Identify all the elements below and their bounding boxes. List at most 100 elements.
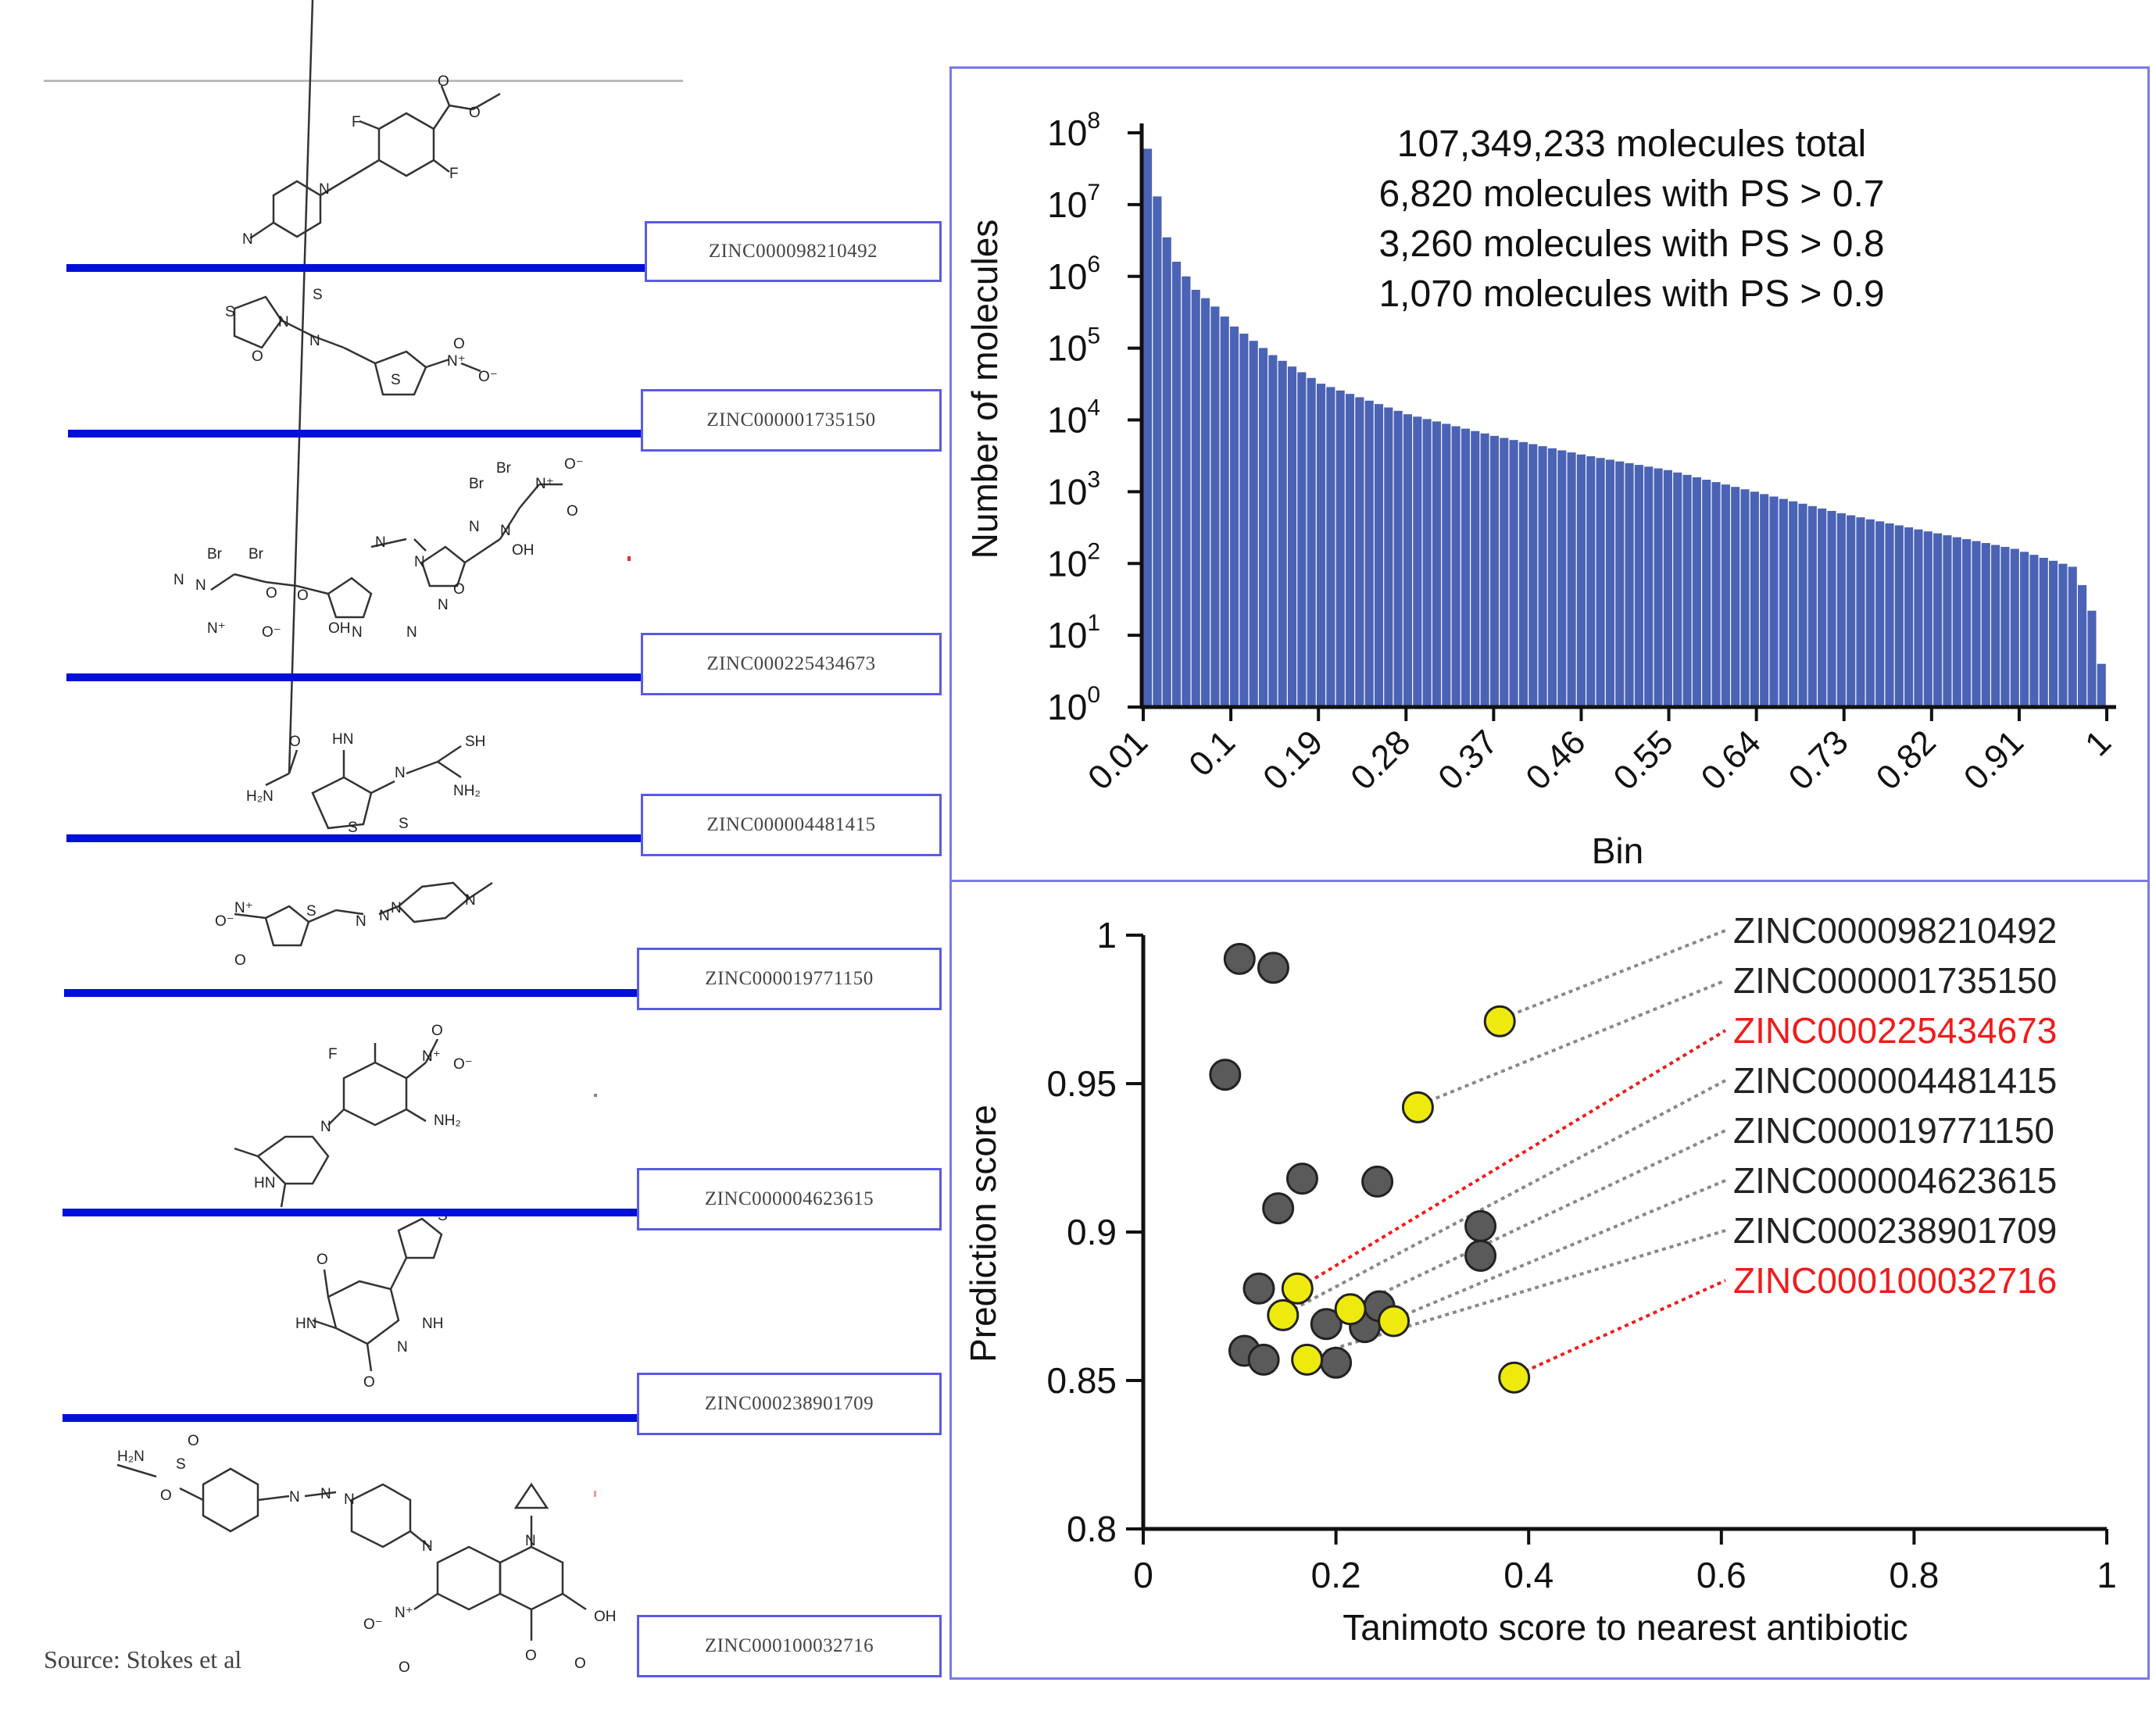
histogram-bar: [2049, 560, 2058, 707]
atom-label: O: [438, 73, 449, 90]
histogram-bar: [1258, 348, 1268, 707]
histogram-bar: [1827, 510, 1836, 707]
histogram-bar: [1711, 482, 1721, 707]
scatter-point: [1361, 1165, 1394, 1198]
y-tick-label: 102: [1047, 538, 1100, 584]
atom-label: Br: [248, 546, 264, 563]
histogram-bar: [2068, 566, 2077, 707]
scatter-point: [1247, 1343, 1280, 1376]
atom-label: O⁻: [453, 1056, 473, 1073]
atom-label: OH: [512, 542, 535, 559]
atom-label: O⁻: [262, 624, 281, 641]
atom-label: O: [453, 581, 465, 598]
histogram-bar: [1557, 450, 1567, 707]
histogram-bar: [1191, 289, 1200, 707]
histogram-bar: [1268, 355, 1278, 707]
atom-label: O: [567, 503, 578, 520]
x-tick-label: 0.82: [1869, 723, 1943, 797]
histogram-bar: [1682, 474, 1692, 707]
y-tick-label: 0.95: [1046, 1063, 1117, 1104]
x-tick-label: 0.01: [1081, 723, 1155, 797]
scatter-point: [1223, 942, 1256, 975]
x-axis-label: Bin: [1592, 830, 1643, 871]
histogram-bar: [1500, 438, 1509, 707]
scatter-point: [1464, 1209, 1497, 1242]
annotation-ps08: 3,260 molecules with PS > 0.8: [1378, 223, 1884, 265]
histogram-bar: [1654, 468, 1663, 707]
histogram-bar: [1991, 545, 2000, 707]
x-tick-label: 0.8: [1889, 1555, 1939, 1595]
atom-label: Br: [496, 460, 512, 477]
highlighted-point: [1291, 1343, 1324, 1376]
histogram-bar: [2097, 663, 2106, 707]
x-tick-label: 0: [1133, 1555, 1153, 1595]
highlighted-point: [1334, 1293, 1367, 1326]
compound-bar: [63, 1414, 717, 1422]
atom-label: N: [397, 1339, 408, 1355]
speck: [627, 556, 631, 561]
histogram-bar: [1249, 341, 1258, 707]
atom-label: N: [289, 1489, 300, 1505]
y-tick-label: 106: [1047, 252, 1100, 297]
atom-label: F: [352, 114, 361, 130]
histogram-bar: [1836, 513, 1846, 707]
histogram-bar: [1182, 276, 1191, 707]
histogram-bar: [1952, 537, 1961, 707]
atom-label: O⁻: [478, 369, 498, 385]
histogram-bar: [1210, 306, 1220, 707]
atom-label: N: [525, 1533, 536, 1549]
histogram-bar: [1278, 360, 1287, 707]
compound-id-box: ZINC000019771150: [637, 948, 942, 1010]
atom-label: N: [173, 572, 184, 588]
atom-label: OH: [328, 620, 351, 637]
atom-label: N: [379, 908, 390, 924]
atom-label: O: [399, 1659, 410, 1676]
y-tick-label: 1: [1096, 915, 1117, 955]
atom-label: O: [234, 952, 246, 969]
atom-label: O: [252, 348, 263, 365]
annotation-ps07: 6,820 molecules with PS > 0.7: [1378, 173, 1884, 215]
histogram-bar: [1220, 316, 1229, 707]
histogram-bar: [1326, 387, 1335, 707]
histogram-bar: [1740, 489, 1750, 707]
histogram-bar: [1904, 527, 1914, 707]
atom-label: N⁺: [447, 353, 466, 370]
atom-label: O: [188, 1433, 199, 1449]
compound-id-box: ZINC000004481415: [641, 794, 942, 856]
atom-label: N⁺: [234, 900, 253, 916]
atom-label: SH: [465, 734, 485, 750]
atom-label: NH₂: [434, 1113, 461, 1129]
histogram-bar: [1529, 444, 1538, 707]
y-tick-label: 0.9: [1067, 1212, 1117, 1252]
histogram-bar: [1153, 196, 1162, 708]
histogram-bar: [1644, 466, 1654, 707]
atom-label: O: [289, 734, 301, 750]
atom-label: Br: [207, 546, 223, 563]
histogram-bar: [1818, 508, 1827, 707]
atom-label: N: [195, 577, 206, 594]
histogram-bar: [1981, 543, 1990, 707]
histogram-bar: [1143, 148, 1153, 708]
atom-label: NH: [422, 1316, 443, 1332]
atom-label: O⁻: [363, 1616, 383, 1633]
leader-line: [1307, 1029, 1727, 1284]
compound-label: ZINC000019771150: [1733, 1110, 2054, 1151]
histogram-bar: [1335, 390, 1345, 707]
histogram-bar: [1471, 430, 1480, 707]
source-caption: Source: Stokes et al: [44, 1645, 242, 1673]
highlighted-point: [1498, 1361, 1531, 1394]
atom-label: N: [406, 624, 417, 641]
x-tick-label: 0.91: [1957, 723, 2031, 797]
leader-line: [1403, 1179, 1726, 1316]
histogram-bar: [2078, 584, 2087, 707]
leader-line: [1293, 1079, 1726, 1311]
histogram-bar: [1856, 517, 1865, 707]
histogram-bar: [1316, 384, 1326, 707]
histogram-bar: [1885, 523, 1894, 707]
histogram-bar: [1962, 539, 1972, 707]
atom-label: HN: [254, 1175, 275, 1191]
left-panel: F F N N O O S S N N O S N⁺ O⁻ O Br Br Br…: [0, 0, 946, 1718]
histogram-bar: [2039, 557, 2048, 707]
histogram-bar: [1933, 533, 1943, 707]
atom-label: H₂N: [246, 788, 274, 805]
